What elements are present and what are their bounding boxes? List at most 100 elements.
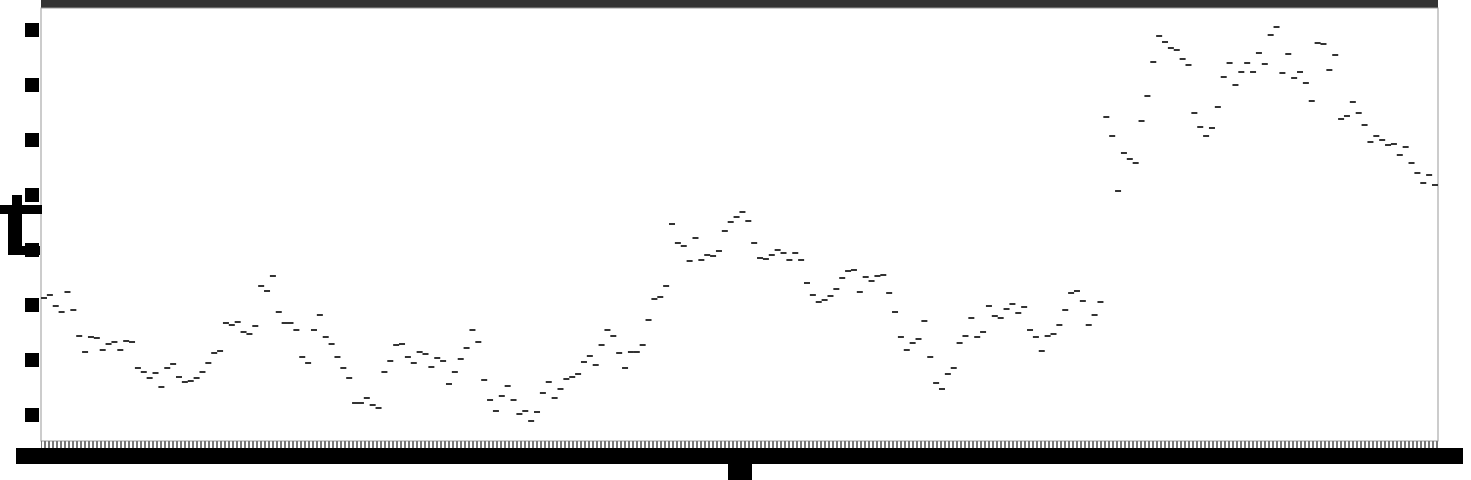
point (140, 371, 147, 373)
point (856, 291, 863, 293)
x-axis-glyph (728, 462, 752, 480)
point (399, 343, 406, 345)
point (1314, 42, 1321, 44)
point (340, 367, 347, 369)
point (1097, 301, 1104, 303)
point (710, 255, 717, 257)
point (909, 342, 916, 344)
point (46, 294, 53, 296)
point (827, 295, 834, 297)
point (1308, 100, 1315, 102)
point (258, 285, 265, 287)
point (1414, 172, 1421, 174)
point (1297, 71, 1304, 73)
point (117, 349, 124, 351)
point (563, 378, 570, 380)
point (956, 342, 963, 344)
point (1167, 47, 1174, 49)
point (815, 301, 822, 303)
point (516, 413, 523, 415)
point (991, 315, 998, 317)
point (886, 292, 893, 294)
point (739, 211, 746, 213)
point (510, 399, 517, 401)
point (569, 376, 576, 378)
point (105, 343, 112, 345)
point (575, 373, 582, 375)
point (1050, 333, 1057, 335)
point (974, 336, 981, 338)
point (187, 380, 194, 382)
point (1132, 162, 1139, 164)
point (1238, 71, 1245, 73)
point (1396, 154, 1403, 156)
point (269, 275, 276, 277)
point (639, 344, 646, 346)
point (1003, 308, 1010, 310)
point (821, 299, 828, 301)
point (1338, 118, 1345, 120)
point (938, 388, 945, 390)
point (1009, 303, 1016, 305)
y-tick (25, 78, 39, 92)
point (545, 381, 552, 383)
point (897, 336, 904, 338)
point (1032, 336, 1039, 338)
y-axis-glyph (0, 195, 42, 255)
point (217, 350, 224, 352)
point (839, 277, 846, 279)
point (768, 254, 775, 256)
point (492, 410, 499, 412)
point (481, 379, 488, 381)
point (1361, 124, 1368, 126)
point (1250, 71, 1257, 73)
point (316, 314, 323, 316)
point (616, 352, 623, 354)
point (780, 252, 787, 254)
top-bar (41, 0, 1438, 8)
point (1420, 182, 1427, 184)
y-tick (25, 408, 39, 422)
point (927, 356, 934, 358)
point (387, 360, 394, 362)
point (1261, 63, 1268, 65)
point (1091, 314, 1098, 316)
point (346, 377, 353, 379)
point (440, 360, 447, 362)
point (369, 404, 376, 406)
point (76, 335, 83, 337)
point (352, 402, 359, 404)
point (1173, 49, 1180, 51)
point (1103, 116, 1110, 118)
point (1426, 174, 1433, 176)
point (252, 325, 259, 327)
y-tick (25, 243, 39, 257)
point (64, 291, 71, 293)
point (422, 353, 429, 355)
point (980, 331, 987, 333)
point (475, 341, 482, 343)
point (1120, 152, 1127, 154)
point (528, 420, 535, 422)
y-tick (25, 23, 39, 37)
point (158, 386, 165, 388)
point (721, 230, 728, 232)
point (1332, 54, 1339, 56)
point (469, 329, 476, 331)
point (1402, 146, 1409, 148)
point (704, 254, 711, 256)
point (1038, 350, 1045, 352)
point (416, 351, 423, 353)
point (833, 288, 840, 290)
point (305, 362, 312, 364)
point (1156, 35, 1163, 37)
point (134, 367, 141, 369)
y-tick (25, 298, 39, 312)
point (457, 358, 464, 360)
point (534, 411, 541, 413)
point (1279, 72, 1286, 74)
point (1349, 101, 1356, 103)
point (504, 385, 511, 387)
point (774, 249, 781, 251)
point (592, 364, 599, 366)
